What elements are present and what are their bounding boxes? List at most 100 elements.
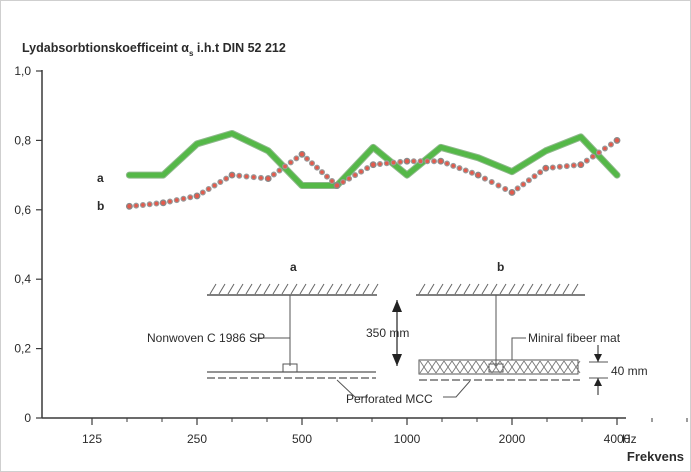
series-b-point [403,157,411,165]
hatch-stroke [308,283,316,295]
series-b-dot [139,201,146,208]
series-b-dot [397,158,404,165]
mat-cross [427,360,437,374]
series-a-point [509,169,515,174]
hatch-stroke [227,283,235,295]
thickness-arrow-down [594,354,602,362]
hatch-stroke [562,283,570,295]
hatch-stroke [272,283,280,295]
mat-cross [531,360,541,374]
hatch-stroke [317,283,325,295]
series-b-dot [329,178,336,185]
nonwoven-label: Nonwoven C 1986 SP [147,331,265,345]
hatch-stroke [236,283,244,295]
perforated-label: Perforated MCC [346,392,433,406]
y-tick-label: 0 [24,411,31,425]
hatch-stroke [209,283,217,295]
mat-cross [419,360,429,374]
hatch-stroke [263,283,271,295]
y-tick-label: 0,8 [14,133,31,147]
hatch-stroke [344,283,352,295]
mineral-leader [511,337,526,360]
hatch-stroke [544,283,552,295]
series-a-point [229,131,235,136]
hatch-stroke [463,283,471,295]
perforated-leader-a [336,379,368,398]
series-b-dot [531,173,538,180]
mat-cross [483,360,493,374]
series-b-point [508,188,516,196]
series-b-dot [495,182,502,189]
hatch-stroke [535,283,543,295]
series-b-dot [444,160,451,167]
depth-label: 350 mm [366,326,409,340]
y-tick-label: 0,6 [14,203,31,217]
hatch-stroke [418,283,426,295]
hatch-stroke [481,283,489,295]
mat-cross [451,360,461,374]
series-b-point [474,171,482,179]
series-b-dot [243,173,250,180]
mat-cross [547,360,557,374]
x-tick-label: 500 [292,432,312,446]
series-b-point [125,202,133,210]
series-b-dot [346,175,353,182]
hatch-stroke [526,283,534,295]
series-a-point [299,183,305,188]
series-b-dot [410,158,417,165]
mineral-label: Miniral fibeer mat [528,331,621,345]
series-b-point [193,192,201,200]
series-a-point [265,148,271,154]
series-b-dot [488,179,495,186]
hatch-stroke [299,283,307,295]
series-b-dot [276,167,283,174]
diagram-label-b: b [497,260,504,274]
series-b-dot [304,155,311,162]
series-b-dot [211,182,218,189]
x-axis-unit: Hz [622,432,637,446]
ceiling-hatch-b [418,283,579,295]
perforated-leader-b [443,380,471,398]
series-b-dot [257,174,264,181]
series-b-dot [319,169,326,176]
hatch-stroke [371,283,379,295]
series-b-dot [563,163,570,170]
mineral-mat [418,359,579,375]
x-tick-label: 250 [187,432,207,446]
series-b-dot [583,157,590,164]
series-a-point [127,172,132,178]
hatch-stroke [245,283,253,295]
mat-cross [507,360,517,374]
series-a-point [438,145,444,150]
series-b-dot [390,159,397,166]
series-b-dot [287,159,294,166]
series-b-dot [133,202,140,209]
series-b-dot [324,173,331,180]
hatch-stroke [427,283,435,295]
y-tick-label: 0,2 [14,342,31,356]
x-axis-title: Frekvens [627,449,684,464]
mat-cross [515,360,525,374]
series-a-point [404,172,410,178]
series-b-point [613,136,621,144]
series-b-dot [364,165,371,172]
thickness-label: 40 mm [611,364,648,378]
x-tick-label: 4000 [604,432,631,446]
x-axis-ticks: 125 250 500 1000 2000 4000 [82,418,688,446]
series-b-dot [537,169,544,176]
series-b-dot [424,158,431,165]
series-b-dot [607,141,614,148]
series-b-dot [223,175,230,182]
series-a-point [614,172,620,178]
mat-cross [459,360,469,374]
ceiling-hatch-a [209,283,379,295]
series-b-dot [520,181,527,188]
series-b-dot [199,189,206,196]
series-b-dot [462,167,469,174]
depth-arrow-down [392,354,402,366]
thickness-arrow-up [594,378,602,386]
series-b-dot [205,185,212,192]
y-axis-ticks: 0 0,2 0,4 0,6 0,8 1,0 [14,64,42,425]
hatch-stroke [353,283,361,295]
